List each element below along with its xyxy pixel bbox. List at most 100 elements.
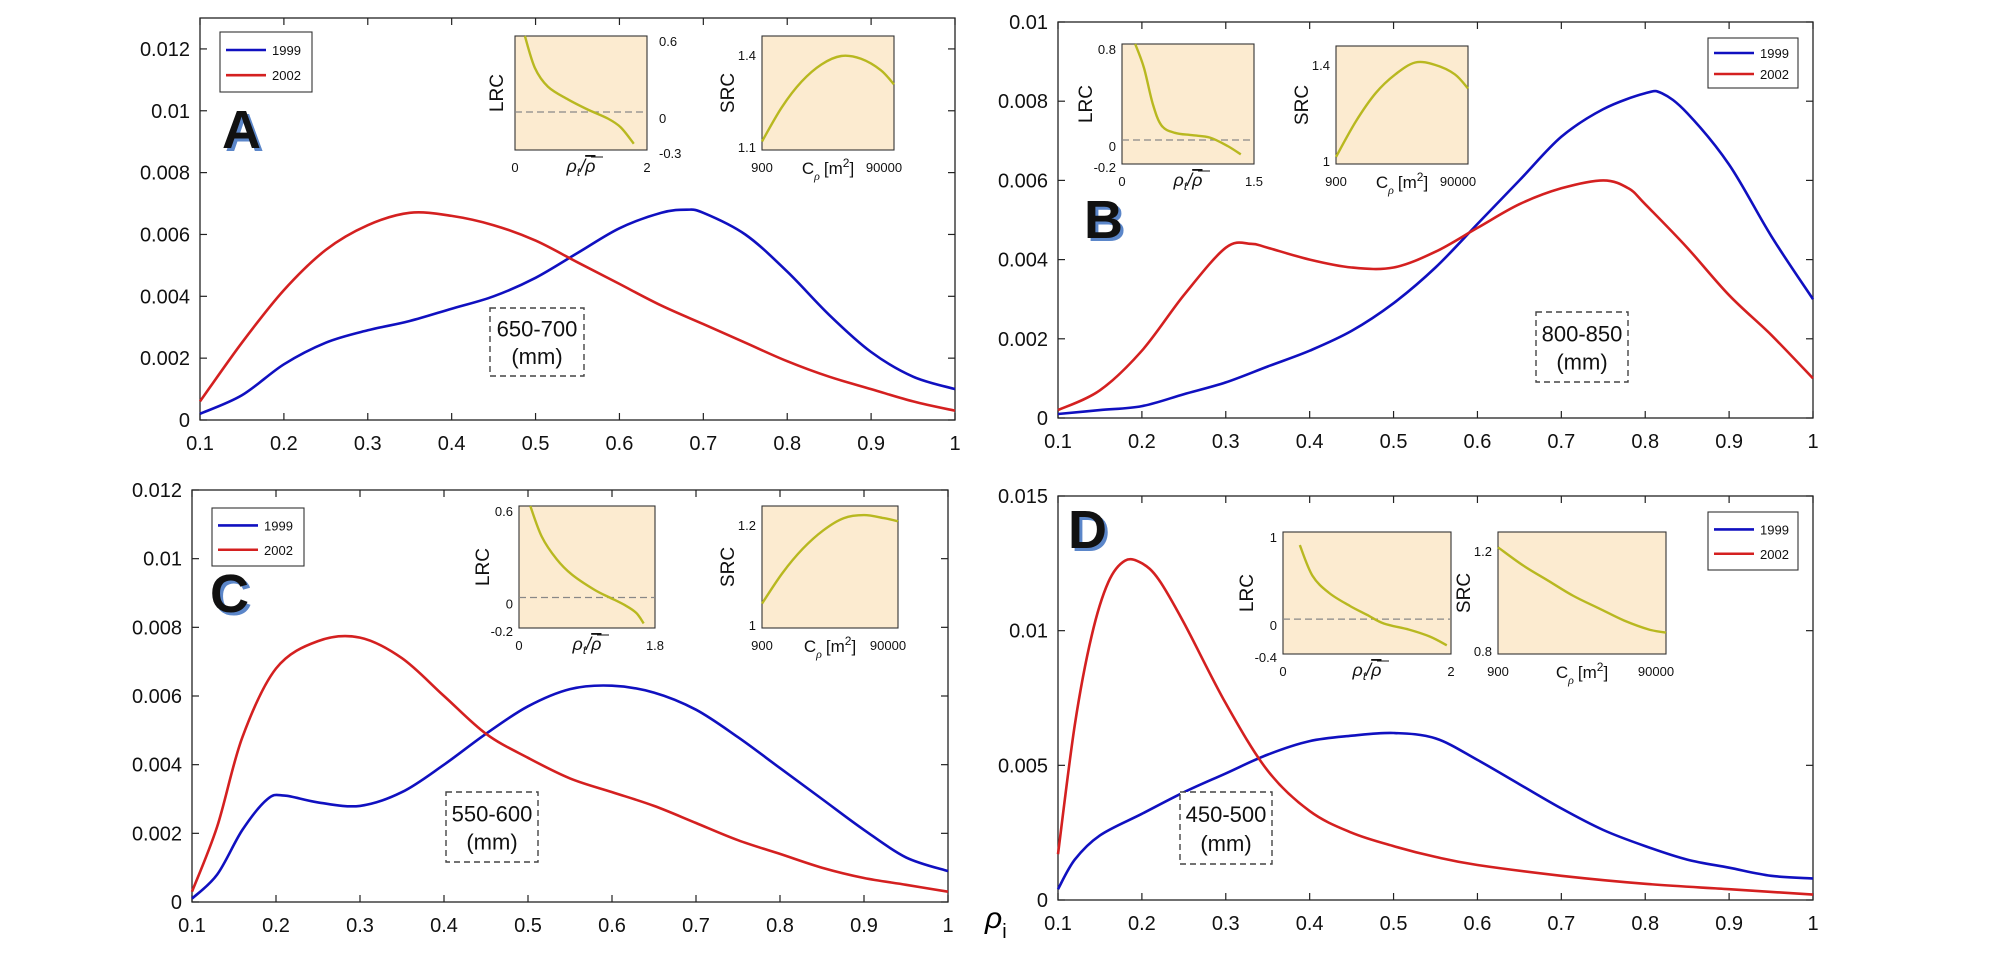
chart-layer: 0.1 0.2 0.3 0.4 0.5 0.6 0.7 0.8 0.9 1 0 0.002 0.004 0… [132, 12, 1819, 937]
x-tick-label: 0.1 [186, 433, 214, 455]
plot-frame [199, 17, 956, 421]
src-x-tick-label: 900 [1487, 664, 1509, 679]
series-line-2002 [198, 211, 956, 412]
x-tick-label: 0.9 [1715, 431, 1743, 453]
x-tick-label: 1 [949, 433, 960, 455]
x-tick-label: 0.5 [522, 433, 550, 455]
panel-letter-shadow: C [213, 567, 252, 627]
x-tick-label: 0.6 [1464, 913, 1492, 935]
lrc-axis-label: LRC [1237, 574, 1258, 612]
lrc-y-tick-label: 0.6 [659, 34, 677, 49]
src-inset-frame [1497, 531, 1667, 655]
x-tick-label: 0.8 [766, 915, 794, 937]
x-axis-subscript: i [1002, 921, 1006, 943]
panel-letter: C [210, 564, 249, 624]
lrc-y-tick-label: -0.3 [659, 146, 681, 161]
lrc-x-rho: ρ [566, 156, 577, 176]
src-y-tick-label: 1.2 [738, 518, 756, 533]
src-x-unit-open: [m [1578, 663, 1597, 682]
plot-frame [1057, 21, 1814, 419]
y-tick-label: 0.006 [140, 224, 190, 246]
lrc-x-tick-label: 0 [511, 160, 518, 175]
y-tick-label: 0.01 [143, 549, 182, 571]
legend-box [1707, 511, 1799, 571]
lrc-y-tick-label: -0.4 [1255, 650, 1277, 665]
panel-b: 0.1 0.2 0.3 0.4 0.5 0.6 0.7 0.8 0.9 1 0 0.002 0.004 0… [998, 12, 1819, 453]
lrc-curve [523, 35, 635, 145]
lrc-y-tick-label: 0 [1109, 139, 1116, 154]
range-annotation-box [489, 307, 585, 377]
src-y-tick-label: 0.8 [1474, 644, 1492, 659]
lrc-x-tick-label: 2 [643, 160, 650, 175]
legend-box [1707, 37, 1799, 89]
lrc-x-tick-label: 0 [1279, 664, 1286, 679]
y-tick-label: 0 [171, 892, 182, 914]
y-tick-label: 0.012 [132, 480, 182, 502]
src-inset-frame [761, 35, 895, 151]
src-axis-label: SRC [1454, 573, 1475, 613]
x-tick-label: 0.8 [1631, 431, 1659, 453]
x-tick-label: 0.6 [1464, 431, 1492, 453]
lrc-y-tick-label: 0 [506, 597, 513, 612]
range-annotation-box [445, 791, 539, 863]
lrc-y-tick-label: -0.2 [491, 624, 513, 639]
src-axis-label: SRC [1292, 85, 1313, 125]
src-x-unit-sup: 2 [845, 634, 852, 648]
src-y-tick-label: 1 [1323, 154, 1330, 169]
x-tick-label: 0.5 [1380, 431, 1408, 453]
src-x-sub: ρ [1567, 673, 1574, 687]
src-x-unit-sup: 2 [843, 156, 850, 170]
x-tick-label: 0.1 [1044, 913, 1072, 935]
x-tick-label: 0.5 [1380, 913, 1408, 935]
x-tick-label: 0.3 [346, 915, 374, 937]
x-tick-label: 0.8 [773, 433, 801, 455]
src-x-axis-label: Cρ [m2] [1376, 170, 1428, 197]
src-y-tick-label: 1.1 [738, 140, 756, 155]
legend-label-1999: 1999 [272, 43, 301, 58]
legend-label-1999: 1999 [1760, 46, 1789, 61]
x-tick-label: 1 [942, 915, 953, 937]
lrc-x-axis-label: ρt/ρ [572, 634, 602, 657]
range-annotation-unit: (mm) [1200, 831, 1251, 856]
x-tick-label: 0.2 [270, 433, 298, 455]
y-tick-label: 0 [1037, 408, 1048, 430]
src-x-tick-label: 900 [751, 160, 773, 175]
src-x-unit-open: [m [824, 159, 843, 178]
x-tick-label: 0.2 [262, 915, 290, 937]
series-line-1999 [191, 684, 949, 900]
range-annotation-value: 650-700 [497, 317, 578, 342]
y-tick-label: 0.015 [998, 486, 1048, 508]
range-annotation-unit: (mm) [466, 829, 517, 854]
src-x-tick-label: 90000 [1440, 174, 1476, 189]
y-tick-label: 0 [1037, 890, 1048, 912]
range-annotation-box [1535, 311, 1629, 383]
y-tick-label: 0.002 [998, 329, 1048, 351]
panel-letter: B [1084, 190, 1123, 250]
lrc-x-sub: t [577, 165, 581, 179]
src-y-tick-label: 1.4 [738, 48, 756, 63]
series-line-1999 [199, 208, 956, 415]
src-curve [1334, 60, 1469, 158]
series-line-2002 [190, 634, 949, 893]
lrc-x-bar: ρ [584, 156, 595, 176]
lrc-x-tick-label: 0 [515, 638, 522, 653]
src-x-unit-sup: 2 [1597, 660, 1604, 674]
series-line-1999 [1056, 731, 1814, 890]
series-line-2002 [1056, 557, 1814, 896]
x-tick-label: 0.5 [514, 915, 542, 937]
panel-d: 0.1 0.2 0.3 0.4 0.5 0.6 0.7 0.8 0.9 1 0 0.005 0.01 0.… [998, 486, 1819, 935]
range-annotation-value: 550-600 [452, 801, 533, 826]
x-tick-label: 0.4 [430, 915, 458, 937]
y-tick-label: 0.005 [998, 755, 1048, 777]
legend-label-1999: 1999 [1760, 522, 1789, 537]
src-x-tick-label: 90000 [866, 160, 902, 175]
src-x-sub: ρ [813, 169, 820, 183]
y-tick-label: 0.01 [1009, 12, 1048, 34]
lrc-y-tick-label: 0 [1270, 618, 1277, 633]
x-tick-label: 0.4 [1296, 431, 1324, 453]
src-x-unit-close: ] [1603, 663, 1608, 682]
y-tick-label: 0.01 [151, 101, 190, 123]
x-tick-label: 0.3 [1212, 431, 1240, 453]
src-x-sub: ρ [815, 647, 822, 661]
lrc-x-rho: ρ [1173, 170, 1184, 190]
